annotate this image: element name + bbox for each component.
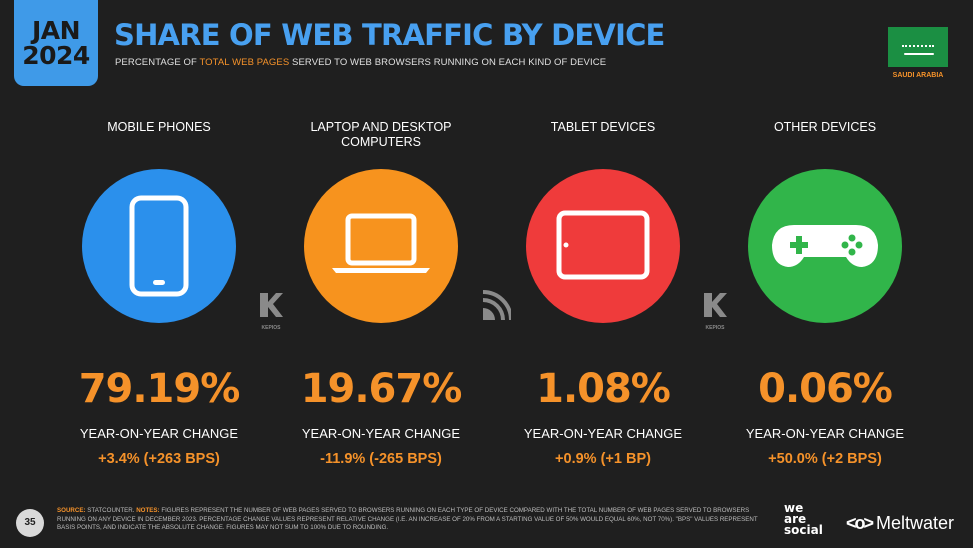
- date-badge: JAN 2024: [14, 0, 98, 86]
- device-column-laptop: LAPTOP AND DESKTOP COMPUTERS 19.67% YEAR…: [281, 120, 481, 467]
- device-label: MOBILE PHONES: [107, 120, 211, 134]
- yoy-value: +3.4% (+263 BPS): [98, 451, 220, 467]
- device-column-other: OTHER DEVICES 0.06% YEAR-ON-YEAR CHANGE …: [725, 120, 925, 467]
- yoy-label: YEAR-ON-YEAR CHANGE: [745, 426, 905, 441]
- yoy-value: +50.0% (+2 BPS): [768, 451, 882, 467]
- meltwater-mark-icon: <o>: [846, 513, 874, 533]
- page-title: SHARE OF WEB TRAFFIC BY DEVICE: [114, 18, 665, 52]
- game-controller-icon: [772, 225, 878, 267]
- device-column-mobile: MOBILE PHONES 79.19% YEAR-ON-YEAR CHANGE…: [59, 120, 259, 467]
- device-circle: [526, 169, 680, 323]
- page-subtitle: PERCENTAGE OF TOTAL WEB PAGES SERVED TO …: [115, 57, 607, 68]
- share-value: 19.67%: [300, 366, 463, 412]
- yoy-value: +0.9% (+1 BP): [555, 451, 651, 467]
- share-value: 0.06%: [758, 366, 893, 412]
- share-value: 1.08%: [536, 366, 671, 412]
- device-circle: [748, 169, 902, 323]
- tablet-icon: [556, 210, 650, 280]
- date-year: 2024: [22, 41, 90, 70]
- yoy-label: YEAR-ON-YEAR CHANGE: [301, 426, 461, 441]
- datareportal-logo-icon: [479, 290, 513, 328]
- yoy-label: YEAR-ON-YEAR CHANGE: [79, 426, 239, 441]
- device-column-tablet: TABLET DEVICES 1.08% YEAR-ON-YEAR CHANGE…: [503, 120, 703, 467]
- date-month: JAN: [31, 16, 81, 45]
- device-circle: [304, 169, 458, 323]
- page-number: 35: [16, 509, 44, 537]
- device-label: OTHER DEVICES: [773, 120, 877, 134]
- country-label: SAUDI ARABIA: [892, 72, 944, 79]
- meltwater-logo: <o> Meltwater: [846, 513, 955, 533]
- laptop-icon: [332, 213, 430, 273]
- yoy-value: -11.9% (-265 BPS): [320, 451, 442, 467]
- device-circle: [82, 169, 236, 323]
- share-value: 79.19%: [78, 366, 241, 412]
- device-label: LAPTOP AND DESKTOP COMPUTERS: [310, 120, 452, 149]
- kepios-logo-icon: KEPIOS: [256, 290, 286, 331]
- kepios-logo-icon: KEPIOS: [700, 290, 730, 331]
- yoy-label: YEAR-ON-YEAR CHANGE: [523, 426, 683, 441]
- we-are-social-logo: we are social: [784, 501, 823, 537]
- saudi-arabia-flag-icon: [888, 27, 948, 67]
- footer-notes: SOURCE: STATCOUNTER. NOTES: FIGURES REPR…: [57, 507, 758, 531]
- subtitle-highlight: TOTAL WEB PAGES: [199, 57, 290, 68]
- mobile-phone-icon: [129, 195, 189, 297]
- device-label: TABLET DEVICES: [550, 120, 656, 134]
